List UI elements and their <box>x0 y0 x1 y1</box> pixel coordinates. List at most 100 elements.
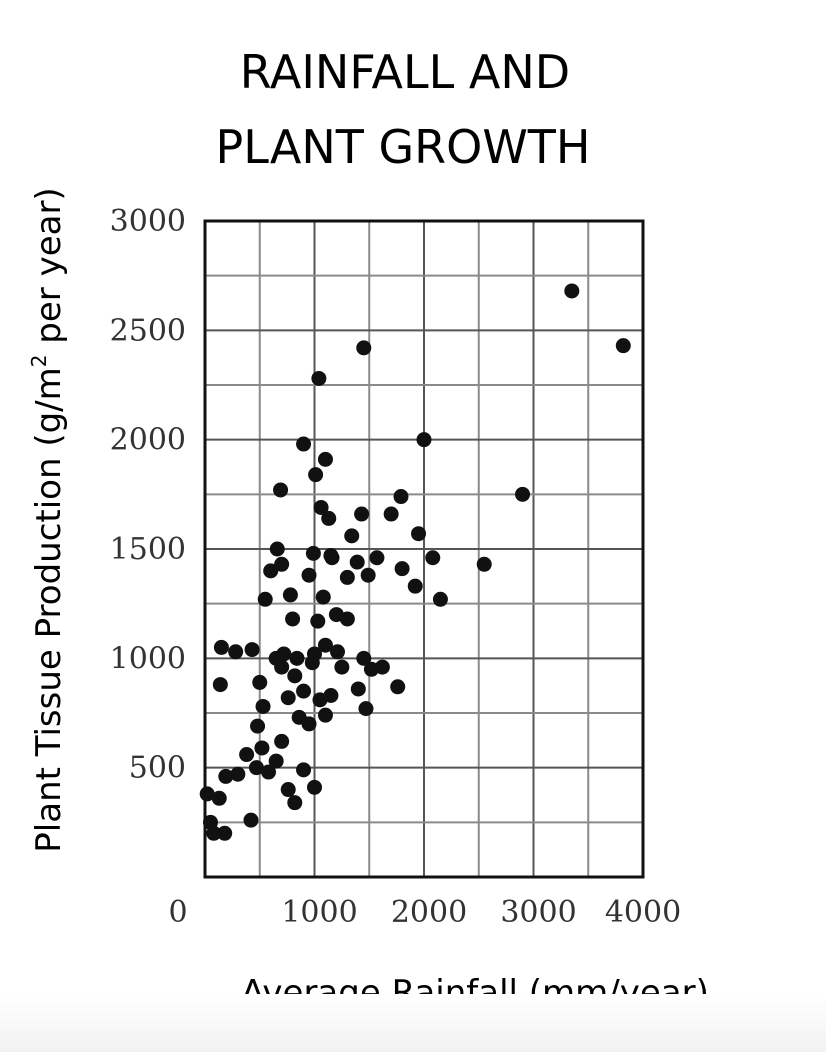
data-point <box>317 451 333 467</box>
data-point <box>411 526 427 542</box>
y-tick-label: 2000 <box>110 423 186 458</box>
y-axis-label-main: Plant Tissue Production (g/m <box>29 367 69 852</box>
x-tick-label: 2000 <box>391 895 467 930</box>
data-point <box>308 467 324 483</box>
data-point <box>274 556 290 572</box>
data-point <box>301 716 317 732</box>
y-tick-label: 2500 <box>110 313 186 348</box>
data-point <box>273 482 289 498</box>
data-point <box>350 681 366 697</box>
data-point <box>261 764 277 780</box>
data-point <box>257 591 273 607</box>
data-point <box>425 550 441 566</box>
x-tick-label: 3000 <box>500 895 576 930</box>
y-axis-label-tail: per year) <box>29 187 69 354</box>
data-point <box>356 340 372 356</box>
data-point <box>334 659 350 675</box>
data-points <box>199 283 631 841</box>
data-point <box>280 690 296 706</box>
data-point <box>268 753 284 769</box>
data-point <box>244 642 260 658</box>
data-point <box>263 563 279 579</box>
data-point <box>255 698 271 714</box>
data-point <box>206 825 222 841</box>
data-point <box>317 637 333 653</box>
data-point <box>476 556 492 572</box>
data-point <box>287 795 303 811</box>
chart-title-line2: PLANT GROWTH <box>215 120 590 174</box>
data-point <box>323 548 339 564</box>
data-point <box>394 561 410 577</box>
data-point <box>243 812 259 828</box>
data-point <box>369 550 385 566</box>
data-point <box>213 639 229 655</box>
x-tick-label: 4000 <box>605 895 681 930</box>
data-point <box>339 569 355 585</box>
data-point <box>305 545 321 561</box>
data-point <box>329 644 345 660</box>
data-point <box>432 591 448 607</box>
data-point <box>515 486 531 502</box>
data-point <box>383 506 399 522</box>
data-point <box>311 370 327 386</box>
data-point <box>407 578 423 594</box>
data-point <box>285 611 301 627</box>
data-point <box>307 646 322 662</box>
data-point <box>212 677 228 693</box>
x-tick-label: 1000 <box>281 895 357 930</box>
data-point <box>349 554 365 570</box>
x-tick-labels: 0 1000 2000 3000 4000 <box>168 895 681 930</box>
data-point <box>296 683 312 699</box>
data-point <box>374 659 390 675</box>
plot-frame <box>203 219 645 879</box>
x-tick-label: 0 <box>168 895 187 930</box>
data-point <box>218 768 234 784</box>
data-point <box>317 707 333 723</box>
data-point <box>239 747 255 763</box>
data-point <box>296 762 312 778</box>
data-point <box>360 567 376 583</box>
data-point <box>269 541 285 557</box>
y-tick-labels: 500 1000 1500 2000 2500 3000 <box>110 204 186 786</box>
data-point <box>564 283 580 299</box>
data-point <box>313 499 329 515</box>
y-tick-label: 3000 <box>110 204 186 239</box>
data-point <box>354 506 370 522</box>
data-point <box>199 786 215 802</box>
data-point <box>274 659 290 675</box>
data-point <box>252 674 268 690</box>
chart-title-line1: RAINFALL AND <box>240 45 570 99</box>
data-point <box>307 779 322 795</box>
y-tick-label: 1500 <box>110 532 186 567</box>
data-point <box>339 611 355 627</box>
y-tick-label: 500 <box>129 751 186 786</box>
data-point <box>356 650 372 666</box>
data-point <box>254 740 270 756</box>
data-point <box>615 338 631 354</box>
bottom-shading <box>0 994 826 1052</box>
data-point <box>393 489 409 505</box>
y-tick-label: 1000 <box>110 641 186 676</box>
data-point <box>323 688 339 704</box>
data-point <box>416 432 432 448</box>
data-point <box>250 718 266 734</box>
data-point <box>217 825 233 841</box>
data-point <box>321 510 337 526</box>
data-point <box>301 567 317 583</box>
data-point <box>287 668 303 684</box>
data-point <box>310 613 326 629</box>
data-point <box>280 782 296 798</box>
y-axis-label-superscript: 2 <box>27 355 51 368</box>
data-point <box>344 528 360 544</box>
data-point <box>390 679 406 695</box>
data-point <box>211 790 227 806</box>
data-point <box>230 766 246 782</box>
data-point <box>289 650 305 666</box>
data-point <box>274 733 290 749</box>
data-point <box>296 436 312 452</box>
data-point <box>315 589 331 605</box>
data-point <box>248 760 264 776</box>
data-point <box>282 587 298 603</box>
data-point <box>358 701 374 717</box>
